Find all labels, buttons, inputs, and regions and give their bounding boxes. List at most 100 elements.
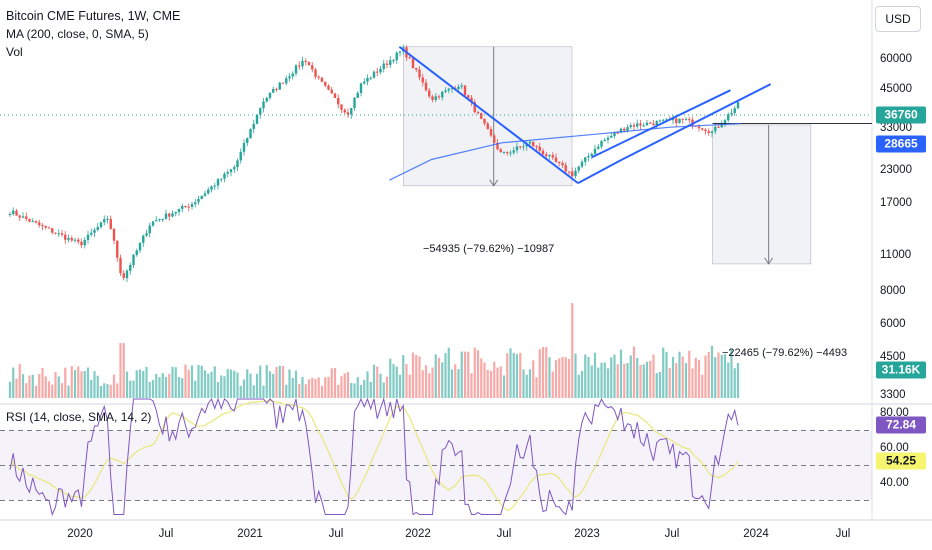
candle-body xyxy=(298,65,301,67)
candle-body xyxy=(73,239,77,241)
volume-bar xyxy=(54,372,57,398)
volume-bar xyxy=(278,365,281,398)
candle-body xyxy=(428,90,431,97)
volume-bar xyxy=(80,371,83,398)
candle-body xyxy=(327,85,330,90)
candle-body xyxy=(613,132,616,136)
candle-body xyxy=(548,155,551,157)
volume-bar xyxy=(47,381,51,398)
candle-body xyxy=(343,109,346,113)
candle-body xyxy=(675,118,678,123)
candle-body xyxy=(38,222,41,226)
volume-bar xyxy=(571,303,574,398)
volume-bar xyxy=(350,383,353,398)
price-tick: 17000 xyxy=(880,197,912,209)
candle-body xyxy=(265,97,268,102)
volume-legend[interactable]: Vol xyxy=(6,45,23,59)
volume-bar xyxy=(135,370,138,398)
candle-body xyxy=(281,82,285,84)
candle-body xyxy=(67,237,70,240)
price-tick: 6000 xyxy=(880,318,906,330)
time-tick: Jul xyxy=(328,528,344,540)
candle-body xyxy=(359,83,363,93)
volume-bar xyxy=(200,365,203,398)
volume-bar xyxy=(181,378,184,398)
volume-bar xyxy=(83,370,86,398)
volume-bar xyxy=(665,351,668,398)
currency-button[interactable]: USD xyxy=(875,6,921,32)
candle-body xyxy=(330,89,333,94)
volume-bar xyxy=(138,369,142,398)
volume-bar xyxy=(402,355,405,398)
volume-bar xyxy=(171,366,174,398)
candle-body xyxy=(194,202,197,205)
candle-body xyxy=(278,82,281,90)
candle-body xyxy=(187,206,190,208)
candle-body xyxy=(70,237,73,241)
volume-bar xyxy=(320,385,324,398)
volume-bar xyxy=(392,364,395,398)
volume-bar xyxy=(38,374,41,398)
projection-arrowhead xyxy=(764,257,774,265)
volume-bar xyxy=(694,357,697,398)
volume-bar xyxy=(210,371,213,398)
volume-bar xyxy=(675,363,678,398)
candle-body xyxy=(96,227,99,230)
candle-body xyxy=(691,119,694,126)
candle-body xyxy=(294,65,298,74)
volume-bar xyxy=(515,354,519,398)
candle-body xyxy=(577,166,580,171)
volume-bar xyxy=(324,377,327,398)
candle-body xyxy=(434,96,437,100)
candle-body xyxy=(356,92,359,98)
volume-bar xyxy=(493,361,496,398)
volume-bar xyxy=(96,375,99,398)
volume-bar xyxy=(340,376,343,398)
candle-body xyxy=(714,126,717,132)
candle-body xyxy=(457,86,460,89)
volume-bar xyxy=(405,364,408,398)
candle-body xyxy=(730,112,733,115)
candle-body xyxy=(158,219,161,221)
candle-body xyxy=(697,126,701,129)
volume-bar xyxy=(330,368,333,398)
volume-bar xyxy=(31,374,34,398)
candle-body xyxy=(678,118,681,123)
volume-bar xyxy=(606,368,610,398)
candle-body xyxy=(398,51,402,53)
volume-bar xyxy=(398,374,402,398)
volume-bar xyxy=(262,385,265,398)
volume-bar xyxy=(122,343,125,398)
projection-measurement-label: −22465 (−79.62%) −4493 xyxy=(722,347,848,359)
volume-bar xyxy=(285,384,288,398)
candle-body xyxy=(226,172,229,174)
volume-bar xyxy=(408,374,411,398)
candle-body xyxy=(655,121,658,126)
volume-bar xyxy=(613,354,616,398)
candle-body xyxy=(528,141,532,144)
candle-body xyxy=(707,131,710,134)
candle-body xyxy=(597,146,600,149)
overlay-lines xyxy=(0,45,872,185)
volume-bar xyxy=(506,353,509,398)
volume-bar xyxy=(242,379,246,398)
volume-bar xyxy=(519,352,522,398)
candle-body xyxy=(535,146,538,148)
candle-body xyxy=(450,88,454,90)
rsi-legend[interactable]: RSI (14, close, SMA, 14, 2) xyxy=(6,410,152,424)
volume-bar xyxy=(710,345,714,398)
volume-bar xyxy=(18,364,21,398)
candle-body xyxy=(125,270,129,279)
ma-legend[interactable]: MA (200, close, 0, SMA, 5) xyxy=(6,27,149,41)
volume-bar xyxy=(229,369,233,398)
volume-bar xyxy=(727,362,730,398)
grid xyxy=(0,0,932,521)
price-tick: 60000 xyxy=(880,53,912,65)
candle-body xyxy=(333,93,337,98)
volume-bar xyxy=(207,373,210,398)
volume-bar xyxy=(25,383,28,398)
volume-bar xyxy=(736,362,740,398)
candle-body xyxy=(460,85,463,87)
price-tick: 33000 xyxy=(880,122,912,134)
